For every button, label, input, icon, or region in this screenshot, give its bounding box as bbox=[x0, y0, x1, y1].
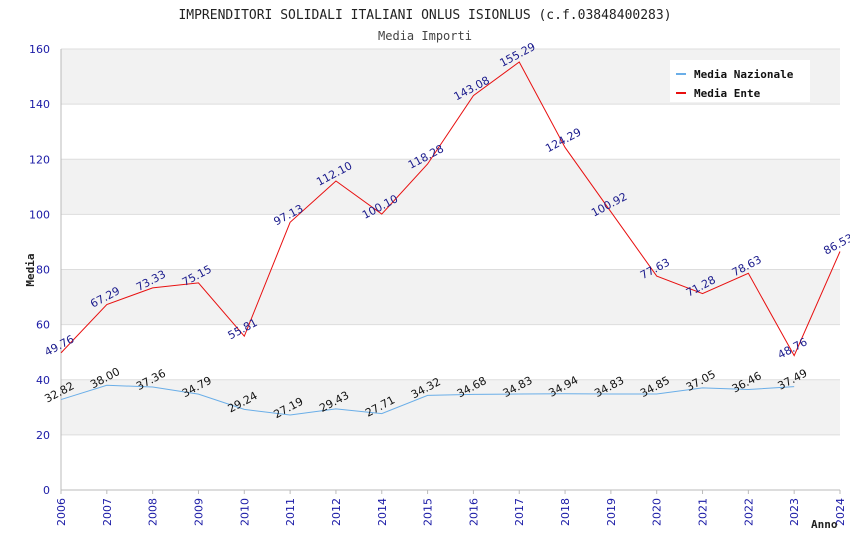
y-tick-label: 120 bbox=[29, 153, 50, 166]
x-tick-label: 2014 bbox=[376, 498, 389, 526]
x-tick-label: 2012 bbox=[330, 498, 343, 526]
x-tick-label: 2018 bbox=[559, 498, 572, 526]
legend: Media Nazionale Media Ente bbox=[670, 60, 810, 102]
y-tick-label: 60 bbox=[36, 319, 50, 332]
y-tick-label: 20 bbox=[36, 429, 50, 442]
series-line-media-nazionale bbox=[60, 384, 795, 416]
x-tick-label: 2023 bbox=[788, 498, 801, 526]
grid-band bbox=[61, 434, 840, 490]
x-tick-label: 2019 bbox=[605, 498, 618, 526]
chart-subtitle: Media Importi bbox=[378, 29, 472, 43]
legend-label-media-nazionale: Media Nazionale bbox=[694, 68, 794, 81]
y-tick-label: 80 bbox=[36, 264, 50, 277]
grid-band bbox=[61, 104, 840, 160]
x-tick-label: 2006 bbox=[55, 498, 68, 526]
y-tick-label: 40 bbox=[36, 374, 50, 387]
legend-label-media-ente: Media Ente bbox=[694, 87, 761, 100]
chart-title: IMPRENDITORI SOLIDALI ITALIANI ONLUS ISI… bbox=[178, 8, 671, 23]
x-tick-label: 2022 bbox=[742, 498, 755, 526]
y-tick-label: 100 bbox=[29, 208, 50, 221]
y-tick-label: 160 bbox=[29, 43, 50, 56]
y-tick-label: 0 bbox=[43, 484, 50, 497]
grid-band bbox=[61, 269, 840, 325]
x-tick-label: 2007 bbox=[101, 498, 114, 526]
y-axis-label: Media bbox=[24, 253, 37, 286]
x-tick-label: 2010 bbox=[238, 498, 251, 526]
grid-band bbox=[61, 324, 840, 380]
x-tick-label: 2021 bbox=[697, 498, 710, 526]
x-tick-label: 2016 bbox=[467, 498, 480, 526]
x-tick-label: 2024 bbox=[834, 498, 847, 526]
x-tick-label: 2017 bbox=[513, 498, 526, 526]
plot-area: 0 20 40 60 80 100 120 140 160 2006 2007 2008 2009 201… bbox=[29, 40, 850, 526]
y-tick-label: 140 bbox=[29, 98, 50, 111]
x-tick-label: 2008 bbox=[147, 498, 160, 526]
x-tick-label: 2011 bbox=[284, 498, 297, 526]
series-line-media-ente bbox=[60, 61, 841, 357]
x-tick-label: 2020 bbox=[651, 498, 664, 526]
grid-band bbox=[61, 159, 840, 215]
grid-band bbox=[61, 379, 840, 435]
x-axis-label: Anno bbox=[811, 518, 838, 531]
grid-band bbox=[61, 214, 840, 270]
legend-box bbox=[670, 60, 810, 102]
x-tick-label: 2015 bbox=[422, 498, 435, 526]
x-tick-label: 2009 bbox=[192, 498, 205, 526]
